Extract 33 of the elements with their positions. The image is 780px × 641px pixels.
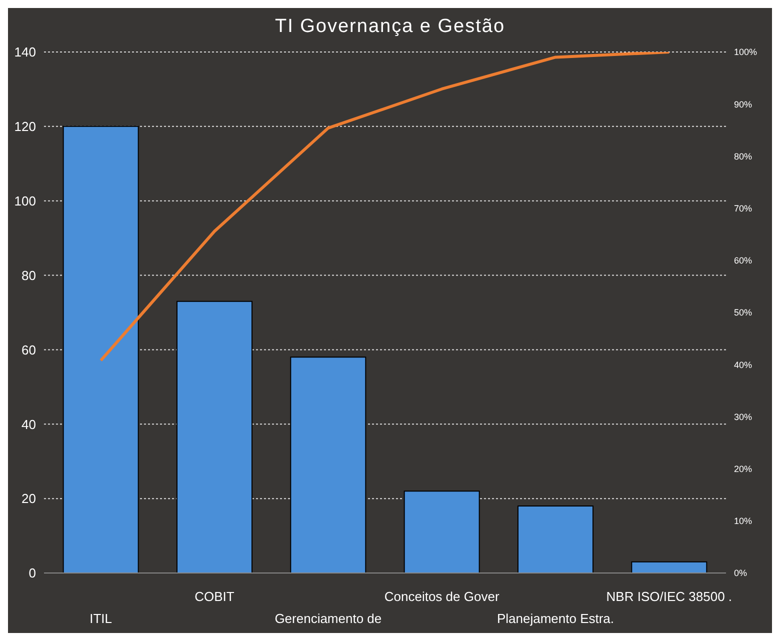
x-tick-label: NBR ISO/IEC 38500 .	[606, 589, 732, 604]
y-tick-label: 120	[14, 119, 36, 134]
y2-tick-label: 10%	[734, 516, 752, 526]
y2-tick-label: 60%	[734, 256, 752, 266]
y-tick-label: 140	[14, 44, 36, 60]
y2-tick-label: 70%	[734, 203, 752, 214]
x-tick-label: Conceitos de Gover	[384, 589, 500, 604]
y2-tick-label: 0%	[734, 568, 748, 578]
bar	[176, 300, 252, 573]
y2-tick-label: 80%	[734, 151, 752, 162]
x-tick-label: ITIL	[90, 611, 112, 626]
chart-title: TI Governança e Gestão	[274, 15, 506, 39]
y2-tick-label: 40%	[734, 360, 752, 370]
y-tick-label: 20	[22, 491, 36, 506]
bar	[631, 561, 708, 573]
y2-tick-label: 30%	[734, 412, 752, 422]
bar	[62, 126, 139, 573]
y-tick-label: 60	[22, 342, 36, 358]
y2-tick-label: 100%	[734, 47, 758, 58]
bar	[517, 506, 594, 573]
line-series	[99, 52, 671, 362]
y-tick-label: 40	[22, 416, 36, 432]
bar	[290, 356, 366, 573]
x-tick-label: Gerenciamento de	[274, 611, 382, 626]
y2-tick-label: 50%	[734, 308, 752, 318]
y2-tick-label: 90%	[734, 99, 752, 110]
y-tick-label: 0	[28, 566, 36, 581]
bar	[404, 490, 480, 573]
y-tick-label: 80	[22, 268, 36, 283]
y-tick-label: 100	[14, 193, 36, 208]
y2-tick-label: 20%	[734, 464, 752, 474]
x-tick-label: COBIT	[194, 589, 234, 604]
x-tick-label: Planejamento Estra.	[496, 611, 614, 626]
